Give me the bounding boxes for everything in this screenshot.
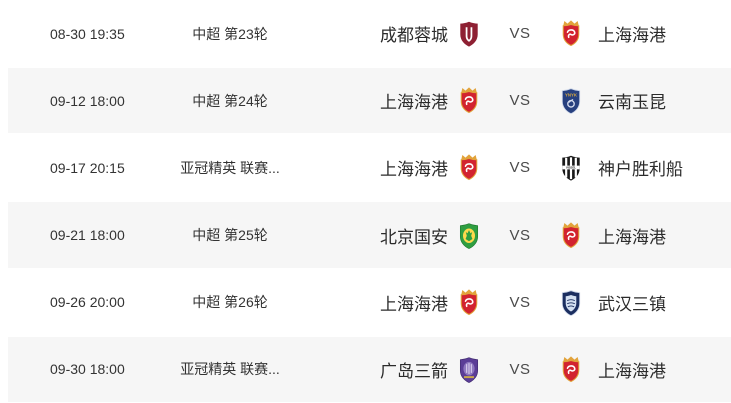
home-team-badge-icon (456, 288, 482, 317)
match-row[interactable]: 09-17 20:15 亚冠精英 联赛... 上海海港 VS 神户胜利船 (0, 134, 731, 201)
home-team-name: 上海海港 (380, 93, 448, 113)
match-datetime: 09-17 20:15 (50, 159, 125, 176)
match-competition: 中超 第23轮 (192, 25, 268, 42)
match-competition: 中超 第26轮 (192, 294, 268, 311)
match-datetime: 09-12 18:00 (50, 92, 125, 109)
vs-label: VS (509, 293, 531, 311)
away-team-name: 云南玉昆 (598, 93, 666, 113)
match-competition: 亚冠精英 联赛... (180, 159, 280, 176)
home-team-badge-icon (456, 221, 482, 250)
match-row[interactable]: 08-30 19:35 中超 第23轮 成都蓉城 VS 上海海港 (0, 0, 731, 67)
away-team-badge-icon (558, 153, 584, 182)
away-team-badge-icon (558, 19, 584, 48)
away-team-badge-icon (558, 221, 584, 250)
vs-label: VS (509, 226, 531, 244)
match-datetime: 09-30 18:00 (50, 361, 125, 378)
match-datetime: 09-26 20:00 (50, 294, 125, 311)
home-team-badge-icon (456, 355, 482, 384)
vs-label: VS (509, 25, 531, 43)
away-team-name: 上海海港 (598, 26, 666, 46)
away-team-name: 武汉三镇 (598, 294, 666, 314)
away-team-badge-icon (558, 355, 584, 384)
away-team-badge-icon (558, 86, 584, 115)
home-team-name: 成都蓉城 (380, 26, 448, 46)
home-team-name: 上海海港 (380, 294, 448, 314)
match-competition: 中超 第24轮 (192, 92, 268, 109)
vs-label: VS (509, 360, 531, 378)
match-competition: 中超 第25轮 (192, 227, 268, 244)
away-team-badge-icon (558, 288, 584, 317)
home-team-name: 广岛三箭 (380, 361, 448, 381)
away-team-name: 神户胜利船 (598, 160, 683, 180)
home-team-badge-icon (456, 153, 482, 182)
home-team-name: 上海海港 (380, 160, 448, 180)
home-team-name: 北京国安 (380, 227, 448, 247)
match-competition: 亚冠精英 联赛... (180, 361, 280, 378)
vs-label: VS (509, 92, 531, 110)
match-row[interactable]: 09-12 18:00 中超 第24轮 上海海港 VS 云南玉昆 (0, 67, 731, 134)
match-row[interactable]: 09-30 18:00 亚冠精英 联赛... 广岛三箭 VS 上海海港 (0, 336, 731, 403)
home-team-badge-icon (456, 86, 482, 115)
home-team-badge-icon (456, 19, 482, 48)
match-datetime: 09-21 18:00 (50, 227, 125, 244)
match-row[interactable]: 09-21 18:00 中超 第25轮 北京国安 VS 上海海港 (0, 201, 731, 268)
away-team-name: 上海海港 (598, 361, 666, 381)
match-row[interactable]: 09-26 20:00 中超 第26轮 上海海港 VS 武汉三镇 (0, 269, 731, 336)
vs-label: VS (509, 159, 531, 177)
match-datetime: 08-30 19:35 (50, 25, 125, 42)
away-team-name: 上海海港 (598, 227, 666, 247)
